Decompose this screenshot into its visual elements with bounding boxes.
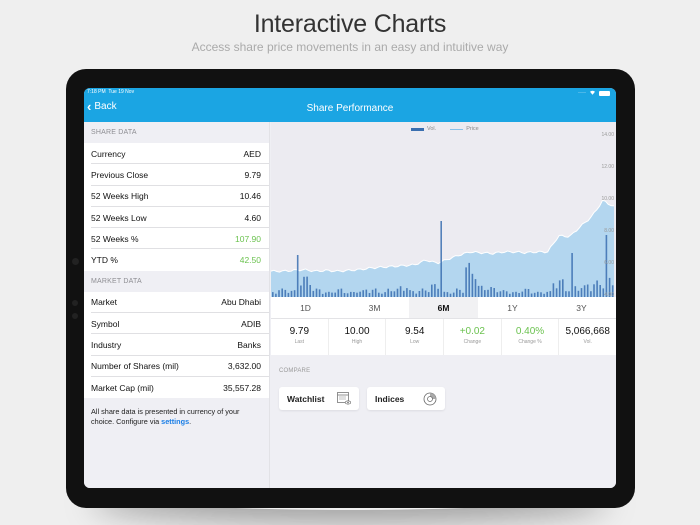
stat-change: +0.02 Change [444, 319, 502, 355]
settings-link[interactable]: settings [161, 417, 190, 427]
tab-3m[interactable]: 3M [368, 303, 381, 313]
price-chart[interactable]: Vol. Price 14.00 12.00 10.00 8.00 6.00 4… [271, 122, 616, 298]
list-item: 52 Weeks % 107.90 [84, 228, 269, 250]
price-stats: 9.79 Last 10.00 High 9.54 Low +0.02 Change 0… [271, 319, 616, 355]
y-tick: 4.00 [604, 292, 614, 298]
list-item: Currency AED [84, 143, 269, 165]
details-panel: SHARE DATA Currency AED Previous Close 9.7… [84, 122, 270, 488]
legend-price: Price [450, 126, 479, 132]
sensor-dot [72, 300, 78, 306]
list-item: Number of Shares (mil) 3,632.00 [84, 355, 269, 378]
stat-last: 9.79 Last [271, 319, 329, 355]
section-header-share-data: SHARE DATA [91, 129, 137, 136]
list-item: 52 Weeks High 10.46 [84, 185, 269, 208]
y-tick: 10.00 [601, 196, 614, 202]
chart-canvas [271, 199, 615, 297]
share-data-list: Currency AED Previous Close 9.79 52 Weeks … [84, 143, 269, 271]
camera-dot [72, 258, 79, 265]
pie-chart-icon [423, 392, 437, 408]
list-item: YTD % 42.50 [84, 249, 269, 271]
back-button[interactable]: ‹ Back [87, 98, 117, 114]
signal-icon: ···· [578, 90, 586, 96]
stat-high: 10.00 High [329, 319, 387, 355]
stat-low: 9.54 Low [386, 319, 445, 355]
tab-3y[interactable]: 3Y [576, 303, 587, 313]
watchlist-button[interactable]: Watchlist [279, 387, 359, 410]
sensor-dot [72, 313, 78, 319]
page-title: Share Performance [306, 103, 394, 114]
status-time: 7:18 PM Tue 19 Nov [87, 89, 135, 95]
hero-subtitle: Access share price movements in an easy … [191, 40, 509, 54]
indices-button[interactable]: Indices [367, 387, 445, 410]
chart-legend: Vol. Price [411, 126, 479, 132]
watchlist-icon [337, 392, 352, 407]
app-screen: 7:18 PM Tue 19 Nov ···· ‹ Back Share Per… [84, 88, 616, 488]
y-tick: 12.00 [601, 164, 614, 170]
y-tick: 6.00 [604, 260, 614, 266]
market-data-list: Market Abu Dhabi Symbol ADIB Industry Banks… [84, 291, 269, 399]
currency-footnote: All share data is presented in currency … [91, 407, 240, 427]
list-item: Symbol ADIB [84, 313, 269, 335]
section-header-compare: COMPARE [279, 368, 311, 374]
list-item: 52 Weeks Low 4.60 [84, 206, 269, 229]
tab-6m[interactable]: 6M [409, 297, 478, 318]
stat-change-pct: 0.40% Change % [502, 319, 560, 355]
tab-1y[interactable]: 1Y [507, 303, 518, 313]
range-tabs: 1D 3M 6M 1Y 3Y [271, 297, 616, 319]
y-tick: 8.00 [604, 228, 614, 234]
list-item: Market Abu Dhabi [84, 291, 269, 314]
status-icons: ···· [578, 89, 610, 97]
stat-volume: 5,066,668 Vol. [565, 326, 610, 345]
list-item: Industry Banks [84, 334, 269, 356]
hero-title: Interactive Charts [253, 10, 447, 38]
y-tick: 14.00 [601, 132, 614, 138]
chevron-left-icon: ‹ [87, 98, 92, 114]
chart-panel: Vol. Price 14.00 12.00 10.00 8.00 6.00 4… [271, 122, 616, 488]
section-header-market-data: MARKET DATA [91, 277, 142, 285]
battery-icon [599, 90, 610, 96]
tab-1d[interactable]: 1D [300, 303, 311, 313]
wifi-icon [589, 89, 596, 97]
list-item: Previous Close 9.79 [84, 164, 269, 186]
nav-bar: 7:18 PM Tue 19 Nov ···· ‹ Back Share Per… [84, 88, 616, 122]
list-item: Market Cap (mil) 35,557.28 [84, 376, 269, 399]
legend-vol: Vol. [411, 126, 436, 132]
